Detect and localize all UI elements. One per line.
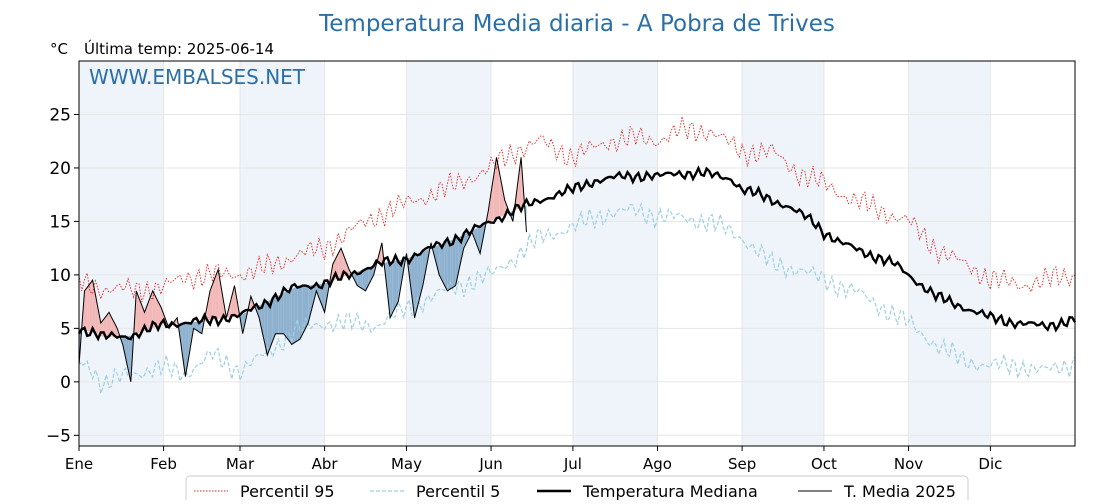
- chart-title: Temperatura Media diaria - A Pobra de Tr…: [318, 11, 835, 37]
- anomaly-fill: [90, 280, 93, 332]
- y-tick-label: 0: [60, 373, 71, 393]
- anomaly-fill: [306, 286, 309, 329]
- legend: Percentil 95 Percentil 5 Temperatura Media…: [186, 476, 968, 500]
- y-tick-label: 5: [60, 319, 71, 339]
- anomaly-fill: [447, 241, 450, 291]
- anomaly-fill: [303, 286, 306, 334]
- y-axis-unit-label: °C: [50, 40, 68, 58]
- y-tick-label: −5: [46, 426, 71, 446]
- month-band: [742, 61, 824, 446]
- anomaly-fill: [396, 260, 399, 307]
- x-tick-label: May: [391, 455, 422, 473]
- last-temp-subtitle: Última temp: 2025-06-14: [84, 39, 274, 58]
- anomaly-fill: [297, 287, 300, 341]
- x-tick-label: Dic: [978, 455, 1002, 473]
- x-tick-label: Feb: [150, 455, 177, 473]
- x-tick-label: Jun: [478, 455, 502, 473]
- legend-median-label: Temperatura Mediana: [582, 482, 758, 500]
- month-bands: [79, 61, 990, 446]
- y-tick-label: 10: [49, 266, 71, 286]
- anomaly-fill: [295, 287, 298, 342]
- month-band: [909, 61, 991, 446]
- legend-percentile-95-label: Percentil 95: [240, 482, 335, 500]
- watermark: WWW.EMBALSES.NET: [89, 65, 306, 89]
- x-tick-label: Sep: [728, 455, 756, 473]
- anomaly-fill: [87, 284, 90, 332]
- anomaly-fill: [453, 239, 456, 288]
- anomaly-fill: [284, 292, 287, 338]
- x-tick-label: Abr: [312, 455, 339, 473]
- x-tick-label: Ago: [643, 455, 672, 473]
- x-tick-label: Jul: [563, 455, 582, 473]
- anomaly-fill: [281, 293, 284, 334]
- y-axis-ticks: −5 0 5 10 15 20 25: [46, 105, 79, 446]
- x-tick-label: Oct: [811, 455, 837, 473]
- y-tick-label: 20: [49, 159, 71, 179]
- legend-2025-label: T. Media 2025: [843, 482, 956, 500]
- x-tick-label: Mar: [226, 455, 255, 473]
- anomaly-fill: [393, 261, 396, 313]
- month-band: [240, 61, 325, 446]
- y-tick-label: 15: [49, 212, 71, 232]
- x-tick-label: Nov: [894, 455, 923, 473]
- legend-percentile-5-label: Percentil 5: [416, 482, 500, 500]
- y-tick-label: 25: [49, 105, 71, 125]
- month-band: [573, 61, 658, 446]
- x-axis-ticks: Ene Feb Mar Abr May Jun Jul Ago Sep Oct Nov Dic: [65, 446, 1003, 473]
- x-tick-label: Ene: [65, 455, 93, 473]
- anomaly-fill: [390, 261, 393, 317]
- anomaly-fill: [85, 287, 88, 330]
- month-band: [79, 61, 164, 446]
- anomaly-fill: [445, 242, 448, 291]
- anomaly-fill: [267, 300, 270, 355]
